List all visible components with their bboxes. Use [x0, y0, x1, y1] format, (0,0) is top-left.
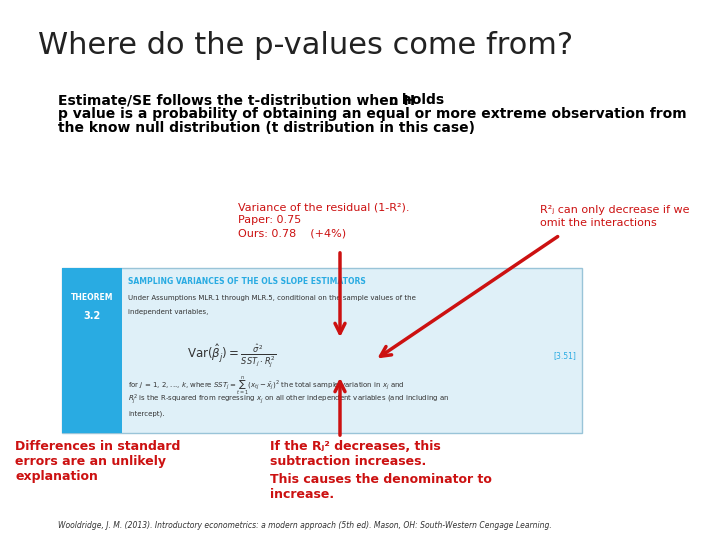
Text: omit the interactions: omit the interactions [540, 218, 657, 228]
Text: Under Assumptions MLR.1 through MLR.5, conditional on the sample values of the: Under Assumptions MLR.1 through MLR.5, c… [128, 295, 416, 301]
Text: Paper: 0.75: Paper: 0.75 [238, 215, 301, 225]
Text: If the Rⱼ² decreases, this: If the Rⱼ² decreases, this [270, 440, 441, 453]
Text: intercept).: intercept). [128, 411, 164, 417]
Bar [62, 268, 122, 433]
Text: the know null distribution (t distribution in this case): the know null distribution (t distributi… [58, 121, 475, 135]
Text: for $j$ = 1, 2, ..., $k$, where $SST_j = \sum_{t=1}^{n}(x_{tj} - \bar{x}_j)^2$ t: for $j$ = 1, 2, ..., $k$, where $SST_j =… [128, 375, 405, 397]
Text: independent variables,: independent variables, [128, 309, 208, 315]
Text: SAMPLING VARIANCES OF THE OLS SLOPE ESTIMATORS: SAMPLING VARIANCES OF THE OLS SLOPE ESTI… [128, 278, 366, 287]
Text: Estimate/SE follows the t-distribution when H: Estimate/SE follows the t-distribution w… [58, 93, 415, 107]
Text: R²ⱼ can only decrease if we: R²ⱼ can only decrease if we [540, 205, 690, 215]
Text: Differences in standard: Differences in standard [15, 440, 181, 453]
Text: Wooldridge, J. M. (2013). Introductory econometrics: a modern approach (5th ed).: Wooldridge, J. M. (2013). Introductory e… [58, 521, 552, 530]
Text: Ours: 0.78    (+4%): Ours: 0.78 (+4%) [238, 228, 346, 238]
Text: This causes the denominator to: This causes the denominator to [270, 473, 492, 486]
Text: $R_j^2$ is the R-squared from regressing $x_j$ on all other independent variable: $R_j^2$ is the R-squared from regressing… [128, 393, 449, 407]
Bar [62, 268, 582, 433]
Text: 3.2: 3.2 [84, 311, 101, 321]
Text: THEOREM: THEOREM [71, 294, 113, 302]
Text: errors are an unlikely: errors are an unlikely [15, 455, 166, 468]
Text: increase.: increase. [270, 488, 334, 501]
Text: Where do the p-values come from?: Where do the p-values come from? [38, 31, 573, 60]
Text: subtraction increases.: subtraction increases. [270, 455, 426, 468]
Text: p value is a probability of obtaining an equal or more extreme observation from: p value is a probability of obtaining an… [58, 107, 687, 121]
Text: [3.51]: [3.51] [553, 352, 576, 361]
Text: holds: holds [397, 93, 444, 107]
Text: Variance of the residual (1-R²).: Variance of the residual (1-R²). [238, 202, 410, 212]
Text: $\mathrm{Var}(\hat{\beta}_j) = \frac{\hat{\sigma}^2}{SST_j \cdot R_j^2}$: $\mathrm{Var}(\hat{\beta}_j) = \frac{\ha… [187, 342, 276, 369]
Text: explanation: explanation [15, 470, 98, 483]
Text: 0: 0 [390, 97, 397, 107]
